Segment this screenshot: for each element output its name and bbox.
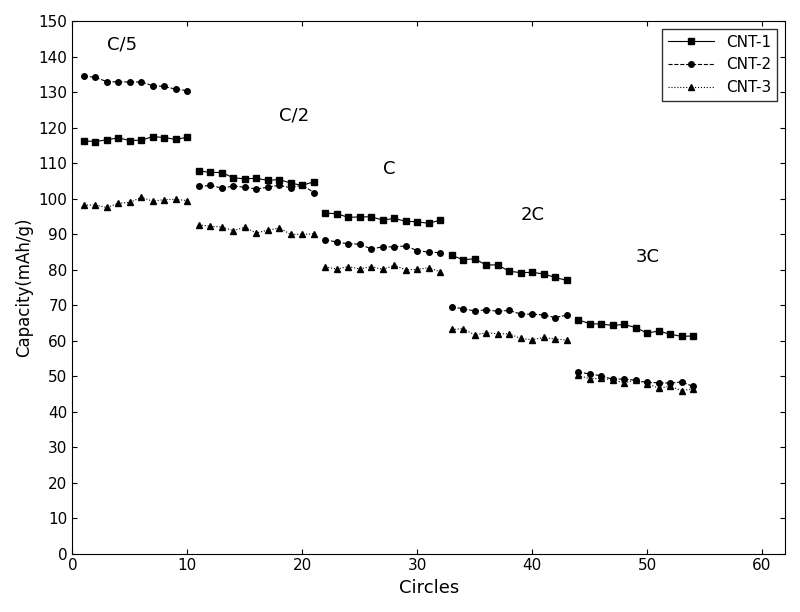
- Text: C: C: [382, 160, 395, 177]
- CNT-3: [125, 199, 134, 206]
- CNT-2: [79, 72, 89, 80]
- Line: CNT-1: CNT-1: [81, 134, 190, 144]
- CNT-1: [182, 133, 192, 141]
- CNT-3: [114, 200, 123, 207]
- CNT-1: [159, 134, 169, 141]
- CNT-2: [125, 78, 134, 86]
- CNT-2: [114, 78, 123, 86]
- CNT-1: [79, 137, 89, 144]
- Text: C/5: C/5: [107, 35, 137, 53]
- CNT-3: [148, 198, 158, 205]
- Legend: CNT-1, CNT-2, CNT-3: CNT-1, CNT-2, CNT-3: [662, 29, 778, 101]
- Line: CNT-3: CNT-3: [81, 195, 190, 211]
- CNT-1: [171, 136, 181, 143]
- CNT-3: [102, 204, 112, 211]
- CNT-1: [137, 136, 146, 144]
- CNT-2: [90, 73, 100, 81]
- CNT-2: [102, 78, 112, 85]
- Text: 3C: 3C: [635, 248, 659, 266]
- CNT-3: [171, 196, 181, 203]
- CNT-2: [159, 83, 169, 90]
- CNT-3: [90, 201, 100, 209]
- CNT-2: [137, 78, 146, 86]
- Text: 2C: 2C: [521, 206, 545, 224]
- CNT-1: [102, 136, 112, 143]
- CNT-3: [182, 197, 192, 204]
- CNT-3: [79, 201, 89, 209]
- CNT-1: [114, 134, 123, 141]
- CNT-2: [171, 86, 181, 93]
- CNT-1: [90, 138, 100, 145]
- X-axis label: Circles: Circles: [398, 579, 459, 597]
- CNT-2: [182, 87, 192, 94]
- CNT-3: [159, 196, 169, 203]
- Line: CNT-2: CNT-2: [81, 73, 190, 94]
- CNT-2: [148, 82, 158, 89]
- Y-axis label: Capacity(mAh/g): Capacity(mAh/g): [15, 217, 33, 357]
- CNT-1: [148, 133, 158, 140]
- CNT-3: [137, 193, 146, 201]
- Text: C/2: C/2: [279, 106, 310, 124]
- CNT-1: [125, 137, 134, 144]
